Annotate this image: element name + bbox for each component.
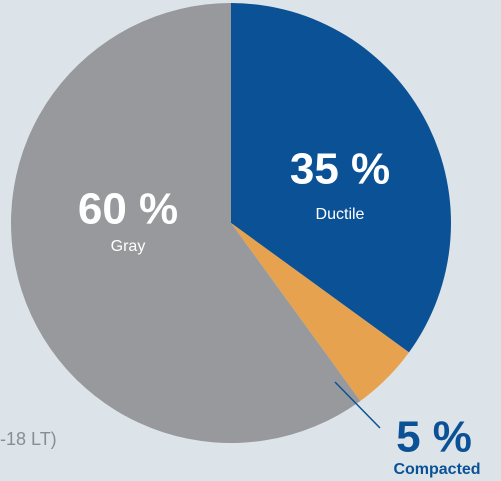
category-label: Ductile (316, 206, 365, 223)
slice (231, 223, 409, 401)
slice (231, 3, 451, 353)
leader-line (334, 381, 381, 429)
category-label: Compacted (393, 461, 480, 478)
value-label: 60 % (78, 185, 178, 234)
category-label: Gray (111, 238, 146, 255)
value-label: 5 % (396, 413, 472, 462)
pie (10, 3, 451, 443)
value-label: 35 % (290, 145, 390, 194)
slice (10, 3, 361, 443)
note: -18 LT) (0, 429, 57, 449)
